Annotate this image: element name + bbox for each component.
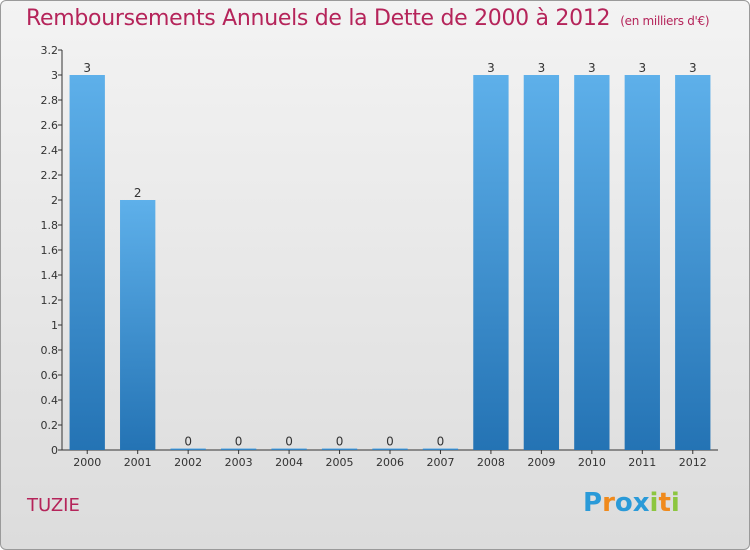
bar-value-label: 3 [689,61,697,75]
y-tick-label: 0.4 [41,394,59,407]
bar [220,448,257,450]
logo-letter: i [670,488,680,518]
y-tick-label: 1 [51,319,58,332]
bar [321,448,358,450]
y-tick-label: 0.2 [41,419,59,432]
bar [271,448,307,450]
x-tick-label: 2003 [225,456,253,469]
x-tick-label: 2002 [174,456,202,469]
x-tick-label: 2011 [628,456,656,469]
chart-title-text: Remboursements Annuels de la Dette de 20… [26,6,611,31]
y-tick-label: 0.8 [41,344,59,357]
x-tick-label: 2010 [578,456,606,469]
x-tick-label: 2000 [73,456,101,469]
x-tick-label: 2009 [527,456,555,469]
y-tick-label: 3 [51,69,58,82]
x-tick-label: 2006 [376,456,404,469]
bar-value-label: 0 [437,435,445,449]
bar-value-label: 0 [336,435,344,449]
logo-letter: P [583,488,603,518]
bar-value-label: 3 [83,61,91,75]
proxiti-logo: Proxiti [583,488,680,518]
logo-letter: i [649,488,659,518]
bar-value-label: 3 [588,61,596,75]
y-tick-label: 2.2 [41,169,59,182]
y-tick-label: 1.4 [41,269,59,282]
x-axis: 2000 2001 2002 2003 2004 2005 2006 2007 2008 2009… [62,449,718,469]
bar-value-label: 3 [487,61,495,75]
bar-value-label: 0 [386,435,394,449]
commune-name: TUZIE [27,495,80,516]
x-tick-label: 2012 [679,456,707,469]
bar-value-label: 0 [285,435,293,449]
y-tick-label: 2.6 [41,119,59,132]
chart-title: Remboursements Annuels de la Dette de 20… [26,6,710,31]
y-tick-label: 2.8 [41,94,59,107]
y-tick-label: 2 [51,194,58,207]
bar-value-label: 0 [235,435,243,449]
y-tick-label: 1.8 [41,219,59,232]
y-axis: 0 0.2 0.4 0.6 0.8 1 1.2 1.4 1.6 1.8 2 2.2 2.4 2.6 2.8 3… [41,44,63,457]
bar [422,448,459,450]
bar-value-label: 0 [184,435,192,449]
bar [69,75,105,450]
y-tick-label: 0 [51,444,58,457]
y-tick-label: 0.6 [41,369,59,382]
x-tick-label: 2005 [326,456,354,469]
bar [120,200,156,450]
logo-letter: t [658,488,671,518]
y-tick-label: 3.2 [41,44,59,57]
bar-value-label: 2 [134,186,142,200]
logo-letter: r [602,488,615,518]
bar [170,448,206,450]
y-tick-label: 1.6 [41,244,59,257]
bar [372,448,408,450]
x-tick-label: 2004 [275,456,303,469]
logo-letter: x [632,488,650,518]
bar-value-label: 3 [538,61,546,75]
bar [574,75,610,450]
bar [624,75,660,450]
logo-letter: o [614,488,633,518]
bar [675,75,711,450]
bar [523,75,560,450]
y-tick-label: 1.2 [41,294,59,307]
x-tick-label: 2001 [124,456,152,469]
bars: 3 2 0 0 0 0 0 0 3 3 3 3 3 [69,61,711,450]
y-tick-label: 2.4 [41,144,59,157]
bar [473,75,509,450]
x-tick-label: 2007 [426,456,454,469]
chart-subtitle: (en milliers d'€) [620,14,710,28]
bar-value-label: 3 [638,61,646,75]
x-tick-label: 2008 [477,456,505,469]
